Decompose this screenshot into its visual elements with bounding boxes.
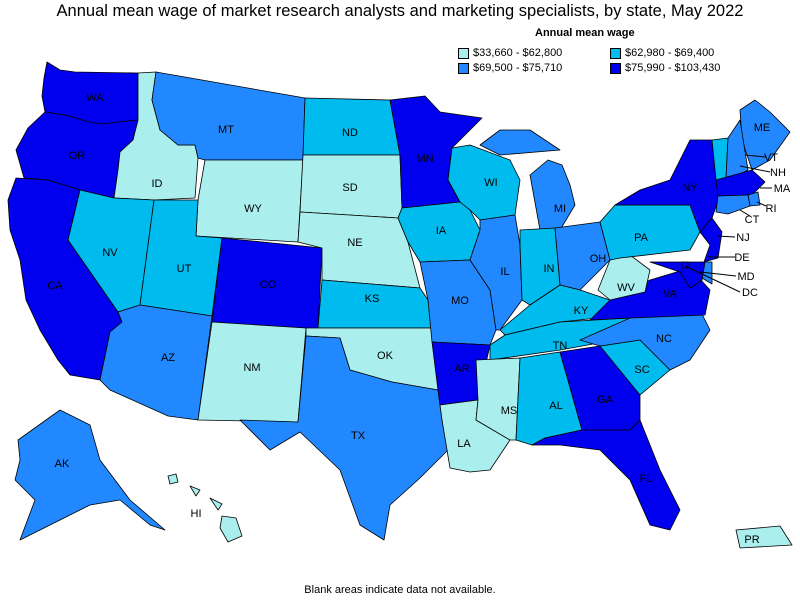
state-label-ks: KS: [365, 293, 380, 305]
leader-line-vt: [744, 154, 767, 158]
leader-line-md: [699, 271, 737, 277]
state-label-ia: IA: [436, 225, 447, 237]
state-label-nv: NV: [102, 247, 118, 259]
state-label-wi: WI: [484, 177, 497, 189]
state-label-me: ME: [754, 122, 771, 134]
legend-label-tier-2: $62,980 - $69,400: [625, 47, 715, 59]
state-label-ky: KY: [574, 305, 589, 317]
state-label-wy: WY: [244, 203, 262, 215]
state-label-sc: SC: [634, 364, 649, 376]
state-label-id: ID: [152, 178, 163, 190]
state-az: [99, 304, 213, 421]
state-label-in: IN: [544, 263, 555, 275]
state-label-vt: VT: [764, 152, 778, 164]
state-tx: [239, 335, 451, 541]
state-label-mn: MN: [416, 153, 433, 165]
state-label-ms: MS: [501, 405, 518, 417]
state-label-nd: ND: [342, 127, 358, 139]
state-label-mt: MT: [218, 124, 234, 136]
state-label-ri: RI: [766, 203, 777, 215]
state-label-la: LA: [457, 438, 471, 450]
state-label-de: DE: [734, 252, 749, 264]
state-label-dc: DC: [742, 287, 758, 299]
state-ct: [715, 194, 751, 215]
state-label-hi: HI: [191, 508, 202, 520]
map-title: Annual mean wage of market research anal…: [56, 2, 744, 20]
state-pr: [735, 525, 793, 549]
leader-line-ct: [739, 209, 751, 217]
state-label-va: VA: [663, 288, 678, 300]
state-label-mo: MO: [451, 295, 469, 307]
leader-line-nh: [739, 165, 771, 173]
state-label-oh: OH: [590, 253, 607, 265]
legend-label-tier-3: $69,500 - $75,710: [473, 62, 563, 74]
leader-line-ri: [756, 201, 767, 207]
legend-swatch-tier-4: [610, 62, 621, 74]
state-label-tn: TN: [553, 340, 568, 352]
state-hi: [167, 473, 243, 543]
state-label-pa: PA: [634, 232, 649, 244]
legend-item-tier-4: $75,990 - $103,430: [610, 62, 720, 74]
state-label-mi: MI: [554, 203, 566, 215]
state-label-or: OR: [69, 150, 86, 162]
state-label-ok: OK: [377, 350, 394, 362]
state-ak: [14, 409, 166, 541]
state-label-ny: NY: [682, 182, 698, 194]
state-wy: [195, 159, 304, 243]
state-label-nh: NH: [770, 167, 786, 179]
state-label-ak: AK: [55, 458, 70, 470]
legend-label-tier-4: $75,990 - $103,430: [625, 62, 721, 74]
legend-title: Annual mean wage: [535, 27, 635, 39]
state-label-nj: NJ: [736, 232, 749, 244]
state-label-ga: GA: [597, 394, 614, 406]
state-label-pr: PR: [744, 534, 759, 546]
state-label-sd: SD: [342, 182, 357, 194]
state-label-ct: CT: [745, 214, 760, 226]
legend-swatch-tier-3: [458, 62, 469, 74]
legend-swatch-tier-1: [458, 47, 469, 59]
legend-item-tier-3: $69,500 - $75,710: [458, 62, 562, 74]
legend-item-tier-2: $62,980 - $69,400: [610, 47, 714, 59]
state-ma: [715, 169, 766, 197]
state-label-nm: NM: [243, 362, 260, 374]
state-fl: [531, 419, 681, 531]
state-label-md: MD: [737, 271, 754, 283]
state-label-ne: NE: [347, 237, 362, 249]
state-il: [469, 214, 523, 331]
state-label-fl: FL: [640, 473, 653, 485]
state-pa: [599, 204, 701, 261]
state-label-ut: UT: [177, 263, 192, 275]
state-label-ca: CA: [47, 280, 63, 292]
state-label-ar: AR: [454, 363, 469, 375]
legend-label-tier-1: $33,660 - $62,800: [473, 47, 563, 59]
leader-line-nj: [716, 235, 736, 238]
state-label-wv: WV: [617, 282, 635, 294]
state-label-al: AL: [549, 400, 562, 412]
state-label-co: CO: [260, 279, 277, 291]
state-label-ma: MA: [774, 183, 791, 195]
state-label-il: IL: [500, 266, 509, 278]
footnote: Blank areas indicate data not available.: [304, 584, 496, 596]
state-label-az: AZ: [161, 352, 175, 364]
state-oh: [554, 221, 611, 291]
state-label-nc: NC: [656, 333, 672, 345]
state-nj: [699, 217, 723, 263]
state-label-tx: TX: [351, 430, 366, 442]
legend-swatch-tier-2: [610, 47, 621, 59]
legend-item-tier-1: $33,660 - $62,800: [458, 47, 562, 59]
state-label-wa: WA: [86, 92, 104, 104]
leader-line-dc: [684, 265, 741, 293]
